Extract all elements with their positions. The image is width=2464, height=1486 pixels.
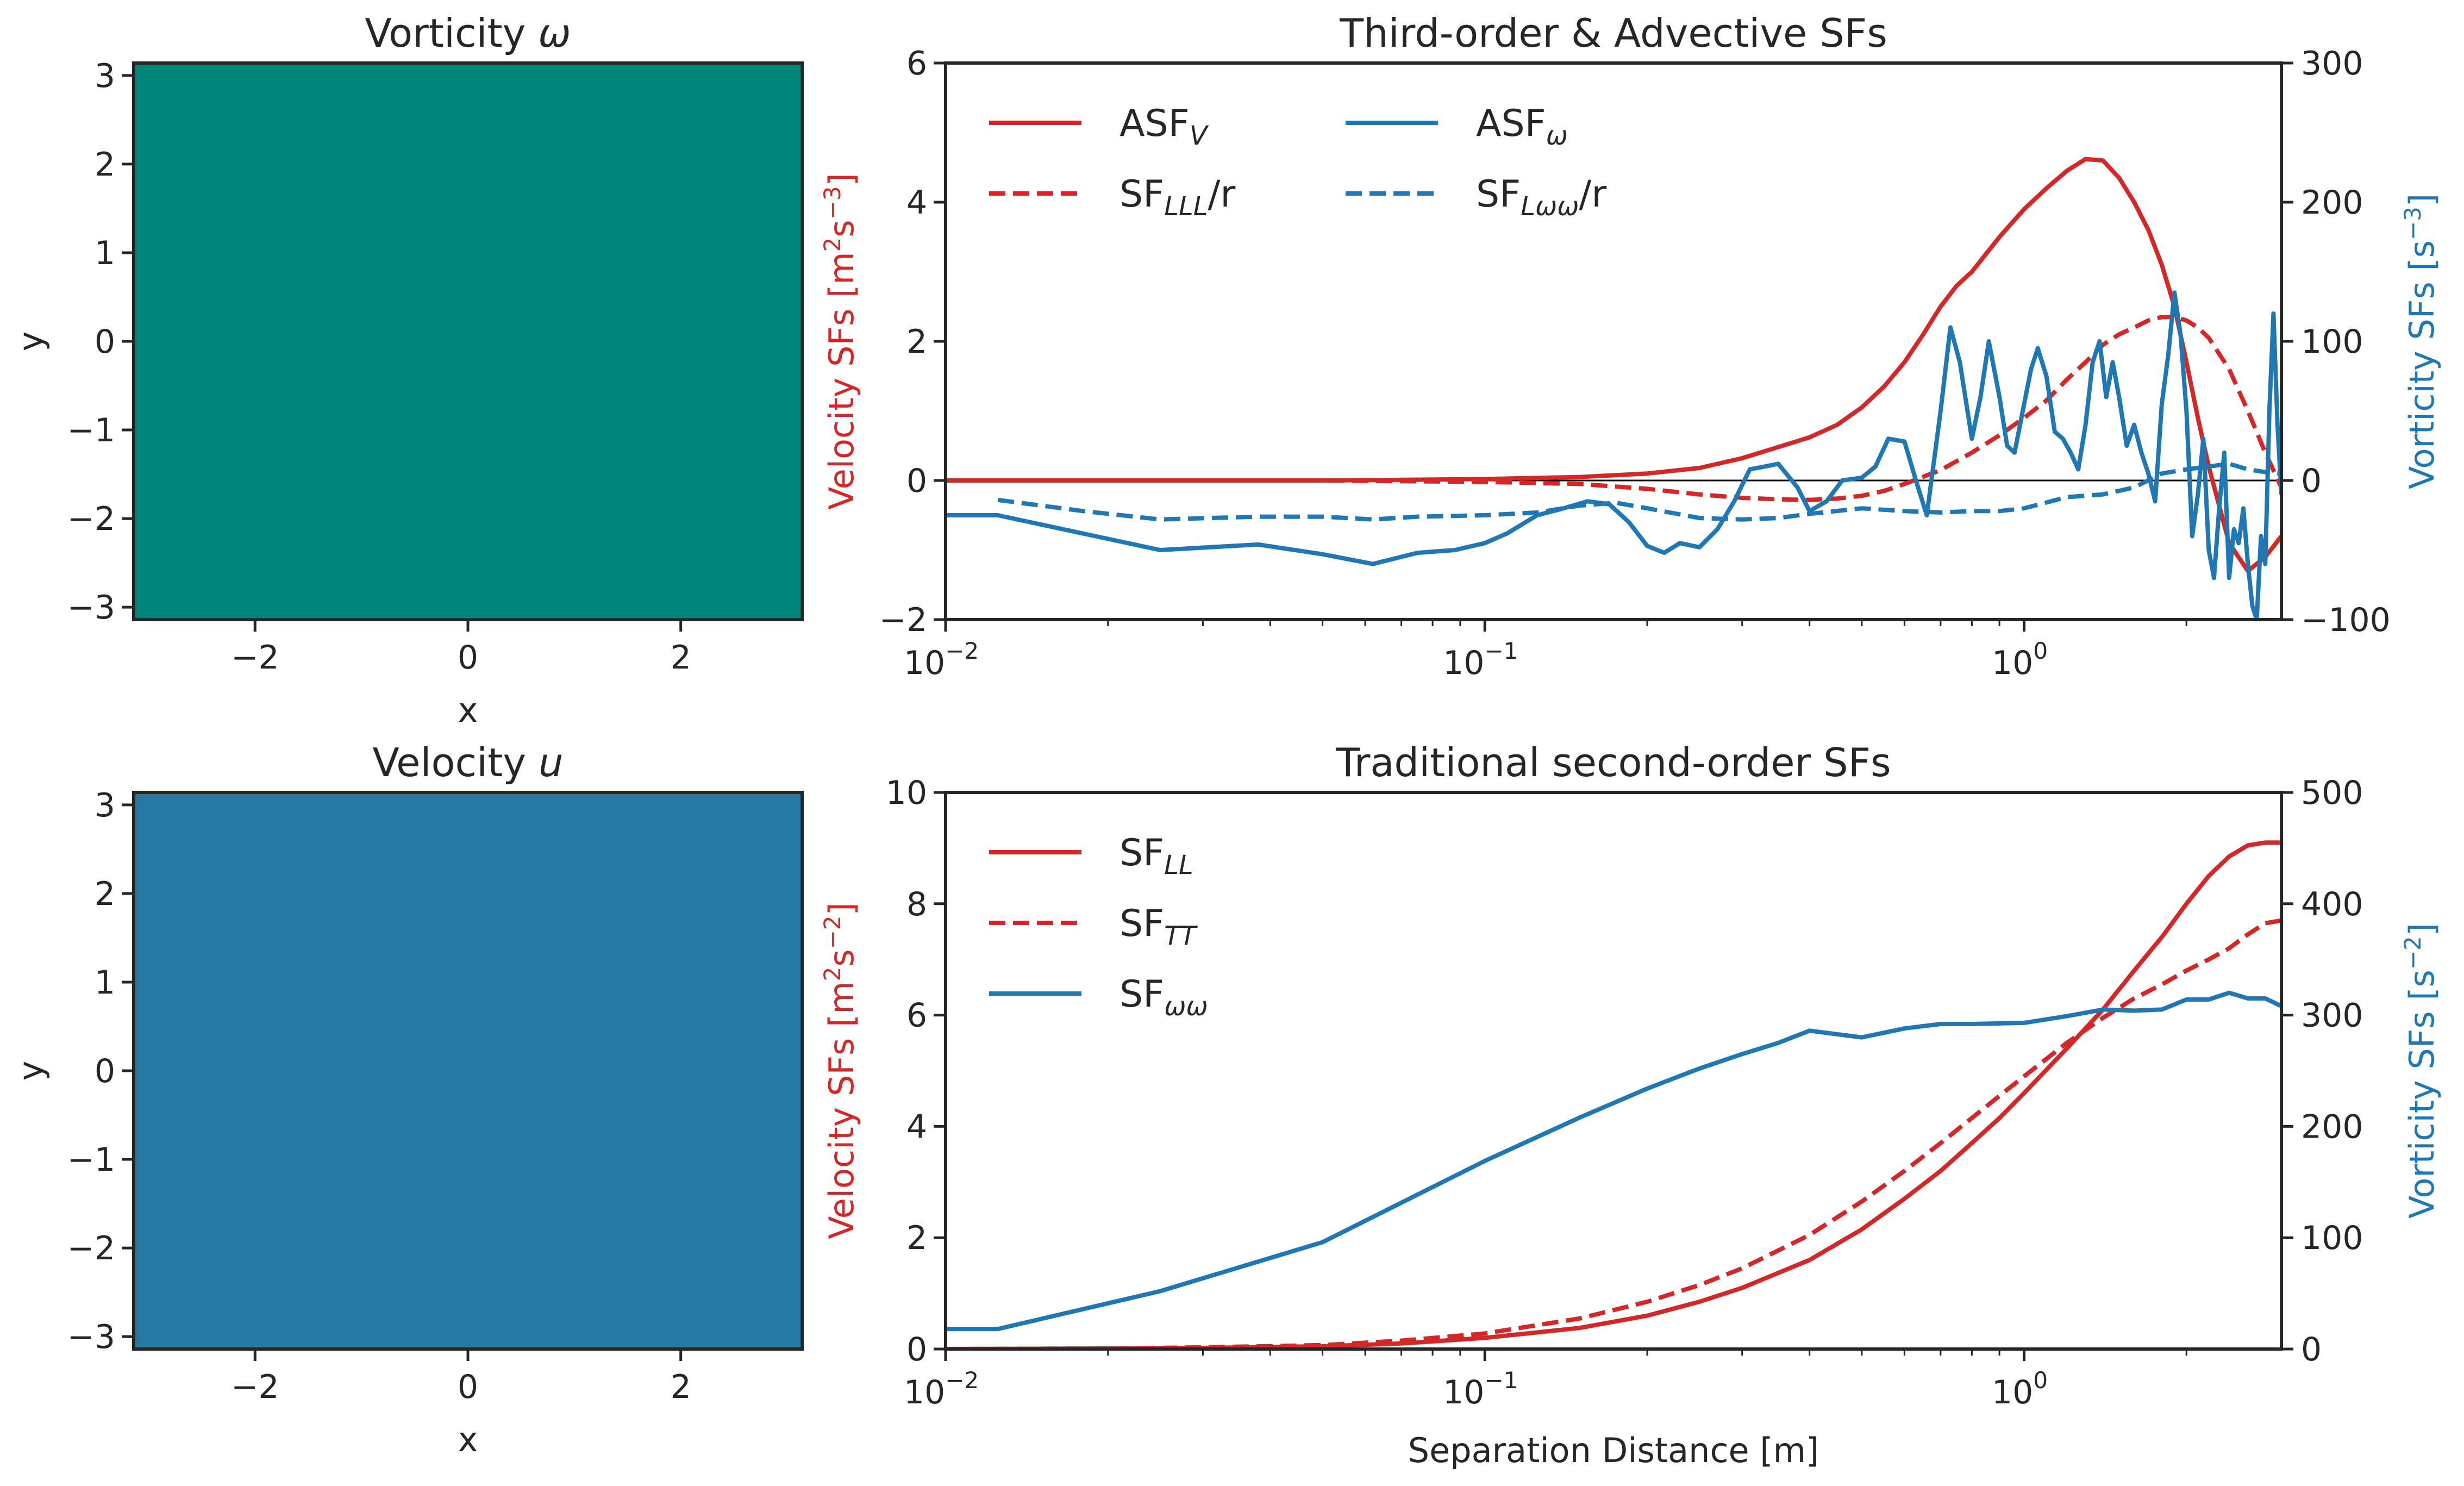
y-tick-label: −2 <box>67 1229 115 1268</box>
y-left-tick-label: 2 <box>906 1219 927 1257</box>
y-tick-label: −3 <box>67 589 115 627</box>
series-line <box>997 461 2281 522</box>
third-order-panel: Third-order & Advective SFs 10−2 10−1 100 −… <box>819 10 2442 682</box>
second-order-lines <box>946 840 2281 1349</box>
y-tick-label: 3 <box>95 57 115 95</box>
vorticity-title: Vorticity ω <box>365 10 571 56</box>
vorticity-heatmap <box>134 63 802 620</box>
x-tick-label: 100 <box>1992 1367 2048 1412</box>
second-order-xlabel: Separation Distance [m] <box>1408 1431 1819 1470</box>
y-tick-label: 0 <box>95 1052 115 1090</box>
y-right-tick-label: −100 <box>2301 601 2391 639</box>
series-line <box>946 157 2281 573</box>
legend-label: SFLωω/r <box>1476 173 1606 222</box>
y-tick-label: −3 <box>67 1318 115 1356</box>
vorticity-ylabel: y <box>11 332 51 352</box>
x-tick-label: 10−1 <box>1443 1367 1518 1412</box>
legend-label: SFLL <box>1120 832 1193 881</box>
x-tick-label: 10−2 <box>904 1367 979 1412</box>
y-tick-label: −2 <box>67 500 115 538</box>
y-left-tick-label: 6 <box>906 997 927 1035</box>
y-left-tick-label: 4 <box>906 184 927 222</box>
third-order-ticks: 10−2 10−1 100 −2 0 2 4 6 −100 0 100 200 300 <box>879 45 2391 682</box>
second-order-legend: SFLL SFTT SFωω <box>989 832 1208 1022</box>
y-left-tick-label: −2 <box>879 601 927 639</box>
y-tick-label: 1 <box>95 234 115 272</box>
y-right-tick-label: 200 <box>2301 1108 2363 1146</box>
x-tick-label: 2 <box>671 1368 691 1406</box>
x-tick-label: 0 <box>458 1368 478 1406</box>
x-tick-label: 2 <box>671 639 691 677</box>
y-tick-label: 0 <box>95 323 115 361</box>
y-left-tick-label: 10 <box>886 774 927 812</box>
y-left-tick-label: 0 <box>906 1331 927 1369</box>
y-right-tick-label: 400 <box>2301 885 2363 923</box>
series-line <box>946 315 2281 502</box>
vorticity-ticks: −2 0 2 3 2 1 0 −1 −2 −3 <box>67 57 691 677</box>
third-order-lines <box>946 157 2281 620</box>
second-order-ylabel-right: Vorticity SFs [s−2] <box>2399 923 2442 1219</box>
vorticity-panel: Vorticity ω x y −2 0 2 3 2 1 0 −1 −2 −3 <box>11 10 804 730</box>
legend-label: SFTT <box>1120 902 1198 951</box>
velocity-panel: Velocity u x y −2 0 2 3 2 1 0 −1 −2 −3 <box>11 740 804 1459</box>
third-order-ylabel-left: Velocity SFs [m2s−3] <box>819 173 861 510</box>
y-right-tick-label: 0 <box>2301 462 2322 500</box>
x-tick-label: 10−1 <box>1443 638 1518 682</box>
y-left-tick-label: 0 <box>906 462 927 500</box>
y-right-tick-label: 500 <box>2301 774 2363 812</box>
y-tick-label: 2 <box>95 875 115 913</box>
third-order-title: Third-order & Advective SFs <box>1339 10 1887 56</box>
third-order-legend: ASFV SFLLL/r ASFω SFLωω/r <box>989 102 1606 222</box>
x-tick-label: 100 <box>1992 638 2048 682</box>
velocity-ticks: −2 0 2 3 2 1 0 −1 −2 −3 <box>67 786 691 1406</box>
y-right-tick-label: 300 <box>2301 45 2363 83</box>
legend-label: ASFω <box>1476 102 1568 151</box>
velocity-ylabel: y <box>11 1061 51 1081</box>
y-tick-label: −1 <box>67 1141 115 1179</box>
y-right-tick-label: 100 <box>2301 323 2363 361</box>
velocity-xlabel: x <box>458 1420 478 1459</box>
y-tick-label: 2 <box>95 146 115 184</box>
x-tick-label: 10−2 <box>904 638 979 682</box>
y-left-tick-label: 4 <box>906 1108 927 1146</box>
y-right-tick-label: 100 <box>2301 1219 2363 1257</box>
x-tick-label: 0 <box>458 639 478 677</box>
y-left-tick-label: 2 <box>906 323 927 361</box>
y-right-tick-label: 200 <box>2301 184 2363 222</box>
y-right-tick-label: 0 <box>2301 1331 2322 1369</box>
third-order-ylabel-right: Vorticity SFs [s−3] <box>2399 193 2442 489</box>
series-line <box>946 290 2281 620</box>
legend-label: SFLLL/r <box>1120 173 1235 222</box>
third-order-frame <box>944 61 2283 621</box>
y-right-tick-label: 300 <box>2301 997 2363 1035</box>
vorticity-xlabel: x <box>458 690 478 730</box>
x-tick-label: −2 <box>231 1368 279 1406</box>
second-order-frame <box>944 791 2283 1351</box>
legend-label: SFωω <box>1120 973 1208 1022</box>
velocity-heatmap <box>134 792 802 1349</box>
series-line <box>946 840 2281 1349</box>
y-tick-label: −1 <box>67 411 115 449</box>
second-order-ylabel-left: Velocity SFs [m2s−2] <box>819 902 861 1239</box>
second-order-title: Traditional second-order SFs <box>1335 740 1891 785</box>
y-left-tick-label: 8 <box>906 885 927 923</box>
y-left-tick-label: 6 <box>906 45 927 83</box>
second-order-panel: Traditional second-order SFs 10−2 10−1 100… <box>819 740 2442 1470</box>
series-line <box>946 918 2281 1349</box>
x-tick-label: −2 <box>231 639 279 677</box>
y-tick-label: 3 <box>95 786 115 825</box>
y-tick-label: 1 <box>95 964 115 1002</box>
velocity-title: Velocity u <box>373 740 564 785</box>
series-line <box>946 990 2281 1332</box>
legend-label: ASFV <box>1120 102 1209 151</box>
